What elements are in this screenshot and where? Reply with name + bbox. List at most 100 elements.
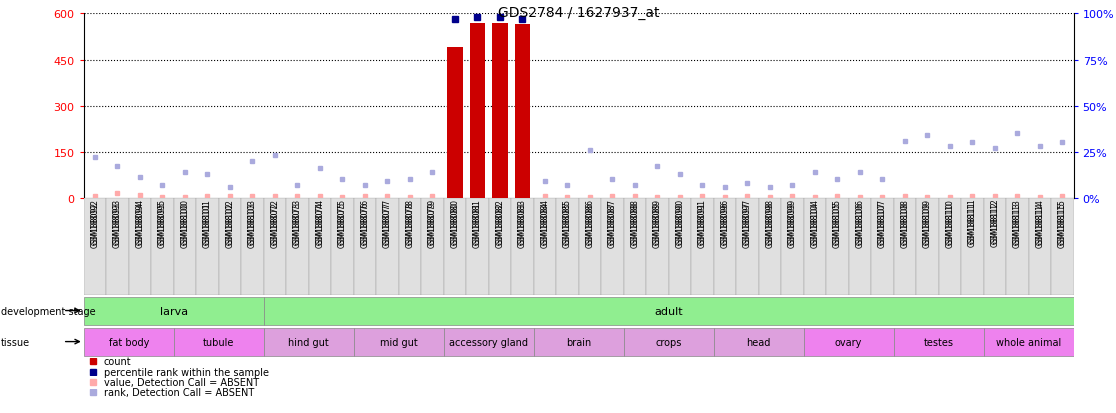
FancyBboxPatch shape [872,198,894,295]
Text: GSM188074: GSM188074 [316,201,325,247]
FancyBboxPatch shape [848,198,872,295]
FancyBboxPatch shape [174,198,196,295]
FancyBboxPatch shape [174,328,263,356]
FancyBboxPatch shape [84,198,106,295]
Text: GSM188107: GSM188107 [878,198,887,244]
FancyBboxPatch shape [894,328,983,356]
Text: GSM188099: GSM188099 [788,201,797,247]
FancyBboxPatch shape [961,198,983,295]
Text: GSM188096: GSM188096 [721,198,730,244]
FancyBboxPatch shape [713,328,804,356]
FancyBboxPatch shape [151,198,174,295]
Text: GSM188072: GSM188072 [270,198,279,244]
Text: GSM188093: GSM188093 [113,198,122,244]
Text: GSM188080: GSM188080 [451,198,460,244]
FancyBboxPatch shape [826,198,848,295]
Text: tubule: tubule [203,337,234,347]
Text: GSM188100: GSM188100 [181,198,190,244]
Text: GSM188083: GSM188083 [518,198,527,244]
Text: GSM188110: GSM188110 [945,198,954,244]
Text: accessory gland: accessory gland [449,337,528,347]
Text: GSM188085: GSM188085 [562,201,571,247]
Text: percentile rank within the sample: percentile rank within the sample [104,367,269,377]
Text: GSM188092: GSM188092 [90,201,99,247]
FancyBboxPatch shape [354,328,444,356]
FancyBboxPatch shape [511,198,533,295]
Text: GSM188075: GSM188075 [338,201,347,247]
Text: GSM188082: GSM188082 [496,198,504,244]
Text: adult: adult [654,306,683,316]
Text: GSM188111: GSM188111 [968,201,976,247]
Text: GSM188073: GSM188073 [292,201,302,247]
Text: tissue: tissue [1,337,30,347]
Text: GSM188077: GSM188077 [383,198,392,244]
Text: larva: larva [160,306,187,316]
FancyBboxPatch shape [602,198,624,295]
FancyBboxPatch shape [737,198,759,295]
Text: GSM188072: GSM188072 [270,201,279,247]
FancyBboxPatch shape [84,328,174,356]
Text: GSM188086: GSM188086 [586,198,595,244]
Text: GSM188109: GSM188109 [923,198,932,244]
Text: GSM188088: GSM188088 [631,201,639,247]
Text: GSM188101: GSM188101 [203,201,212,247]
Text: GSM188103: GSM188103 [248,198,257,244]
Text: GSM188113: GSM188113 [1013,198,1022,244]
Text: mid gut: mid gut [379,337,417,347]
Text: GSM188112: GSM188112 [990,198,999,244]
FancyBboxPatch shape [691,198,713,295]
FancyBboxPatch shape [939,198,961,295]
FancyBboxPatch shape [128,198,151,295]
Text: fat body: fat body [108,337,148,347]
Text: value, Detection Call = ABSENT: value, Detection Call = ABSENT [104,377,259,387]
FancyBboxPatch shape [106,198,128,295]
Text: count: count [104,356,132,366]
Bar [492,24,508,198]
FancyBboxPatch shape [668,198,691,295]
Text: GSM188096: GSM188096 [721,201,730,247]
FancyBboxPatch shape [556,198,578,295]
FancyBboxPatch shape [489,198,511,295]
Text: GSM188110: GSM188110 [945,201,954,247]
Text: GSM188098: GSM188098 [766,198,775,244]
FancyBboxPatch shape [354,198,376,295]
FancyBboxPatch shape [646,198,668,295]
Text: GSM188106: GSM188106 [855,198,865,244]
Text: GSM188107: GSM188107 [878,201,887,247]
FancyBboxPatch shape [916,198,939,295]
FancyBboxPatch shape [713,198,737,295]
Text: GSM188091: GSM188091 [698,201,706,247]
FancyBboxPatch shape [331,198,354,295]
Bar [514,25,530,198]
Text: GSM188094: GSM188094 [135,198,144,244]
Text: crops: crops [655,337,682,347]
FancyBboxPatch shape [286,198,309,295]
Text: GSM188097: GSM188097 [743,198,752,244]
FancyBboxPatch shape [533,328,624,356]
Text: GSM188091: GSM188091 [698,198,706,244]
FancyBboxPatch shape [263,198,286,295]
FancyBboxPatch shape [894,198,916,295]
Text: GSM188108: GSM188108 [901,201,910,247]
Text: GSM188081: GSM188081 [473,198,482,244]
Text: GSM188085: GSM188085 [562,198,571,244]
FancyBboxPatch shape [781,198,804,295]
Text: GSM188114: GSM188114 [1036,201,1045,247]
Text: GSM188078: GSM188078 [405,201,414,247]
FancyBboxPatch shape [1007,198,1029,295]
FancyBboxPatch shape [804,328,894,356]
Text: GSM188104: GSM188104 [810,201,819,247]
Text: GSM188094: GSM188094 [135,201,144,247]
Text: GSM188095: GSM188095 [158,201,167,247]
Bar [448,48,463,198]
Text: GSM188079: GSM188079 [427,201,436,247]
Text: GSM188100: GSM188100 [181,201,190,247]
FancyBboxPatch shape [983,198,1007,295]
Text: GSM188101: GSM188101 [203,198,212,244]
Text: GSM188106: GSM188106 [855,201,865,247]
Text: GSM188076: GSM188076 [360,201,369,247]
Text: GSM188076: GSM188076 [360,198,369,244]
Text: GSM188087: GSM188087 [608,198,617,244]
Text: GSM188111: GSM188111 [968,198,976,244]
FancyBboxPatch shape [263,328,354,356]
